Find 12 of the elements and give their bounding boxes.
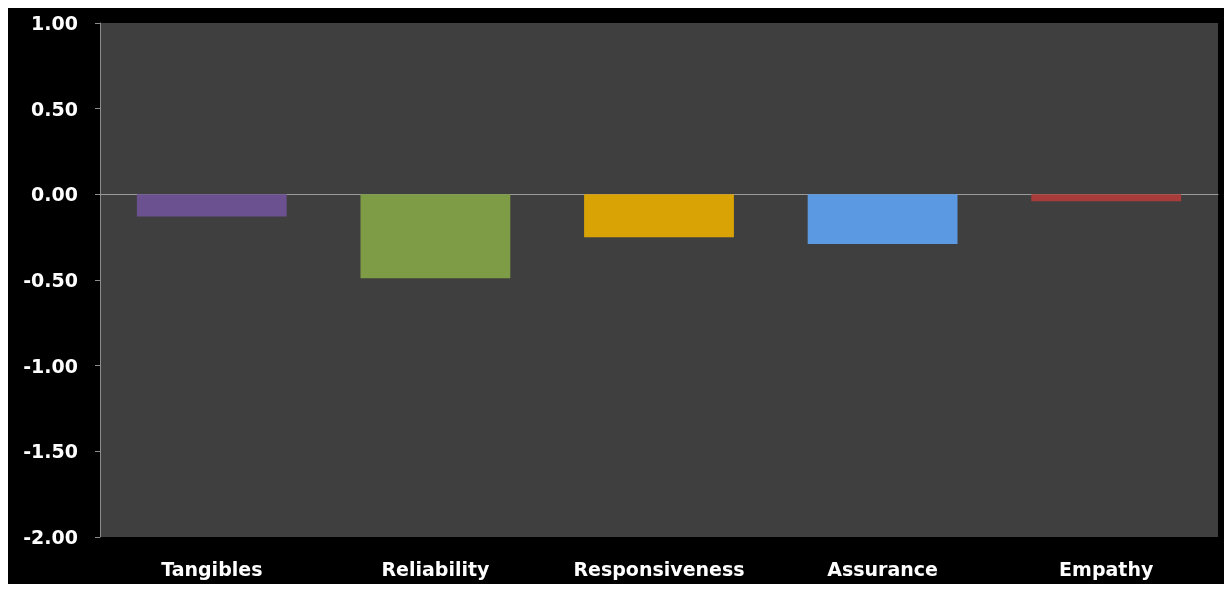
y-tick-label: -1.00 xyxy=(23,354,78,377)
y-tick-label: 0.50 xyxy=(31,97,78,120)
y-tick-label: 1.00 xyxy=(31,12,78,34)
y-tick-label: -0.50 xyxy=(23,269,78,291)
x-tick-label: Responsiveness xyxy=(573,557,745,580)
x-tick-label: Tangibles xyxy=(161,557,263,580)
x-tick-label: Reliability xyxy=(381,557,490,580)
x-tick-label: Empathy xyxy=(1059,557,1154,580)
x-tick-label: Assurance xyxy=(827,557,938,580)
y-tick-label: 0.00 xyxy=(31,183,78,206)
y-tick-label: -1.50 xyxy=(23,440,78,463)
y-tick-label: -2.00 xyxy=(23,526,78,548)
